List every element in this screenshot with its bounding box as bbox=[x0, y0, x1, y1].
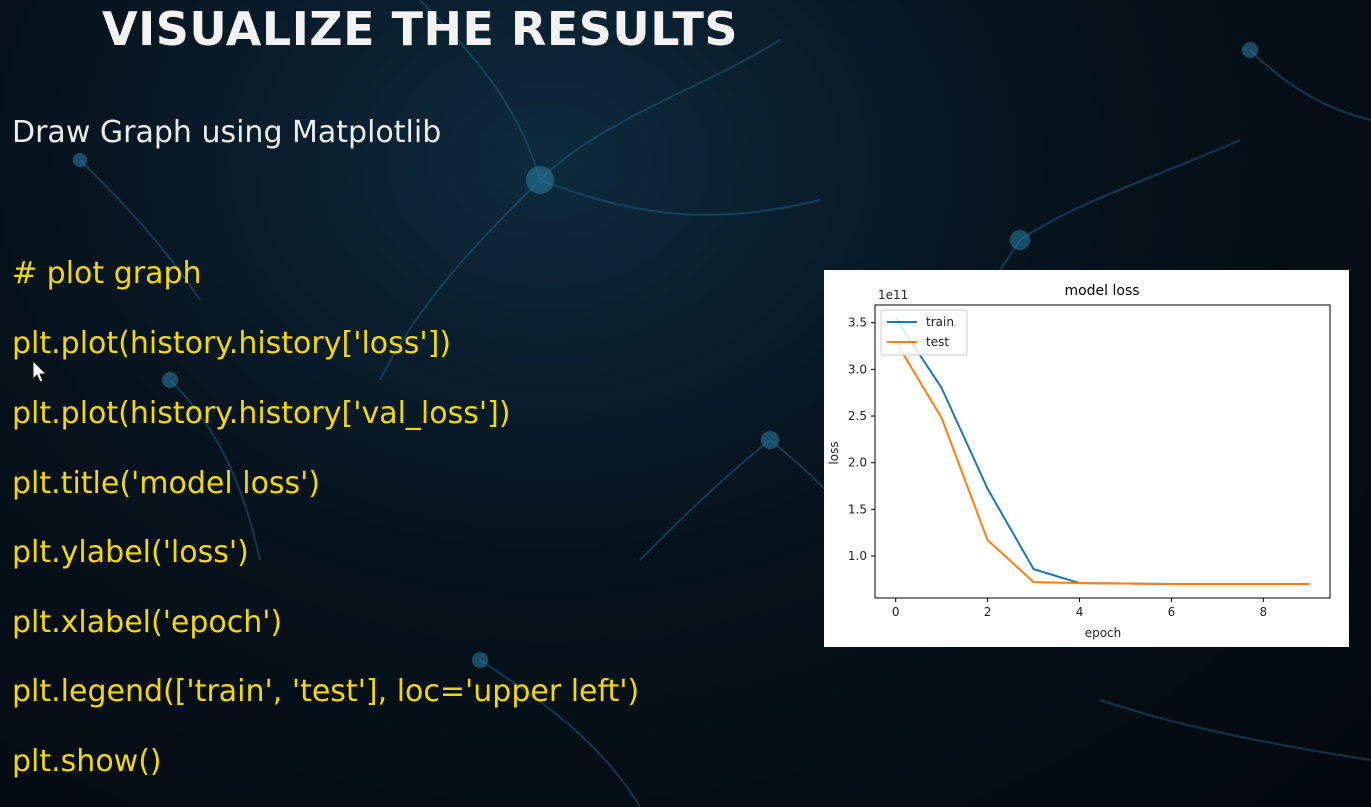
code-line-legend: plt.legend(['train', 'test'], loc='upper… bbox=[12, 674, 640, 709]
code-line-show: plt.show() bbox=[12, 744, 162, 779]
x-tick-label: 6 bbox=[1168, 605, 1176, 619]
y-tick-label: 1.5 bbox=[848, 502, 867, 516]
y-tick-label: 2.0 bbox=[848, 456, 867, 470]
y-tick-label: 1.0 bbox=[848, 549, 867, 563]
code-line-plot-loss: plt.plot(history.history['loss']) bbox=[12, 326, 452, 361]
code-line-plot-val-loss: plt.plot(history.history['val_loss']) bbox=[12, 396, 511, 431]
code-line-xlabel: plt.xlabel('epoch') bbox=[12, 605, 283, 640]
code-line-title: plt.title('model loss') bbox=[12, 466, 321, 501]
y-tick-label: 2.5 bbox=[848, 409, 867, 423]
loss-chart-svg: model loss 1e11 loss epoch 0 2 4 6 8 1.0 1.5 2.… bbox=[827, 283, 1331, 640]
loss-chart: model loss 1e11 loss epoch 0 2 4 6 8 1.0 1.5 2.… bbox=[824, 270, 1349, 647]
legend-test-label: test bbox=[926, 335, 949, 349]
chart-plot-frame bbox=[874, 304, 1331, 599]
mouse-pointer-icon bbox=[32, 360, 48, 383]
slide-title: VISUALIZE THE RESULTS bbox=[102, 2, 738, 56]
code-line-comment: # plot graph bbox=[12, 256, 202, 291]
y-tick-label: 3.5 bbox=[848, 316, 867, 330]
chart-y-axis-label: loss bbox=[827, 441, 841, 464]
x-tick-label: 0 bbox=[892, 605, 900, 619]
slide-subtitle: Draw Graph using Matplotlib bbox=[12, 115, 442, 150]
x-tick-label: 8 bbox=[1260, 605, 1268, 619]
series-line-train bbox=[894, 317, 1310, 585]
chart-x-axis-label: epoch bbox=[1085, 626, 1122, 640]
x-tick-label: 2 bbox=[984, 605, 992, 619]
code-line-ylabel: plt.ylabel('loss') bbox=[12, 535, 249, 570]
chart-legend: train test bbox=[880, 309, 968, 356]
series-line-test bbox=[894, 340, 1310, 585]
legend-train-label: train bbox=[926, 315, 954, 329]
x-tick-label: 4 bbox=[1076, 605, 1084, 619]
chart-title: model loss bbox=[1064, 283, 1139, 299]
chart-offset-label: 1e11 bbox=[878, 288, 908, 302]
y-tick-label: 3.0 bbox=[848, 362, 867, 376]
